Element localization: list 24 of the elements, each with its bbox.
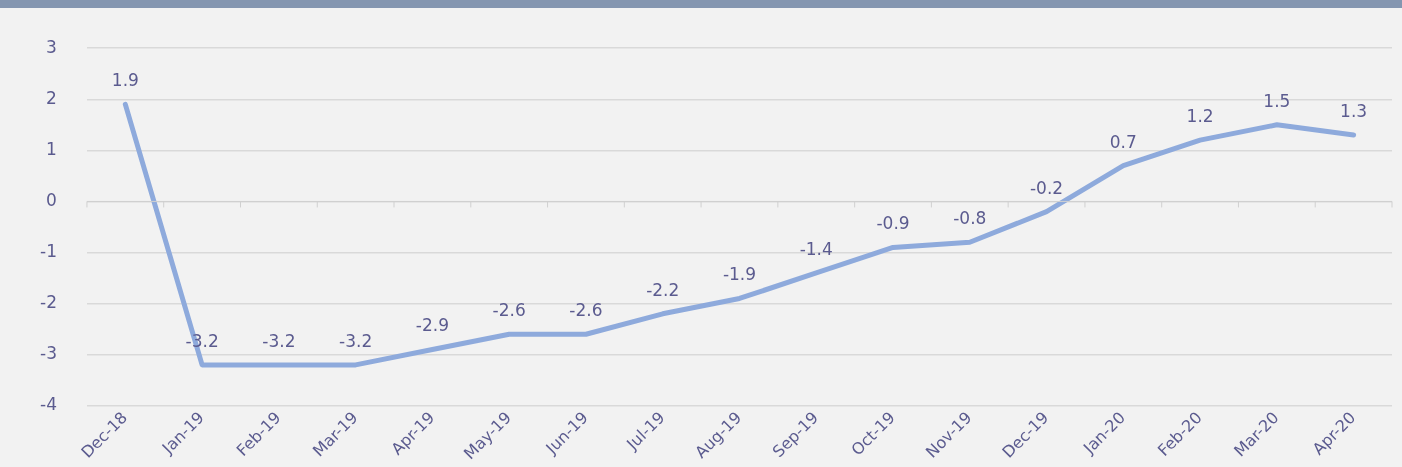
data-label: -2.6 xyxy=(492,300,526,321)
data-label: -3.2 xyxy=(262,330,296,351)
data-label: -1.4 xyxy=(799,238,833,259)
data-label: -3.2 xyxy=(339,330,373,351)
y-tick-label: -4 xyxy=(40,394,57,415)
y-tick-label: -3 xyxy=(40,343,57,364)
y-tick-label: 1 xyxy=(46,138,57,159)
data-label: -0.9 xyxy=(876,213,910,234)
data-label: 1.9 xyxy=(111,70,139,91)
data-label: 1.5 xyxy=(1263,90,1291,111)
data-label: 1.3 xyxy=(1340,100,1368,121)
y-tick-label: 3 xyxy=(46,36,57,57)
data-label: -1.9 xyxy=(722,264,757,285)
y-tick-label: 2 xyxy=(46,87,57,108)
data-label: -2.2 xyxy=(646,279,680,300)
y-tick-label: -1 xyxy=(40,240,57,261)
y-tick-label: -2 xyxy=(40,292,57,313)
data-label: -2.6 xyxy=(569,300,603,321)
y-tick-label: 0 xyxy=(46,189,57,210)
data-label: -0.8 xyxy=(953,208,987,229)
data-label: 0.7 xyxy=(1109,131,1137,152)
data-label: 1.2 xyxy=(1186,106,1214,127)
data-label: -2.9 xyxy=(415,315,449,336)
data-label: -0.2 xyxy=(1029,177,1064,198)
